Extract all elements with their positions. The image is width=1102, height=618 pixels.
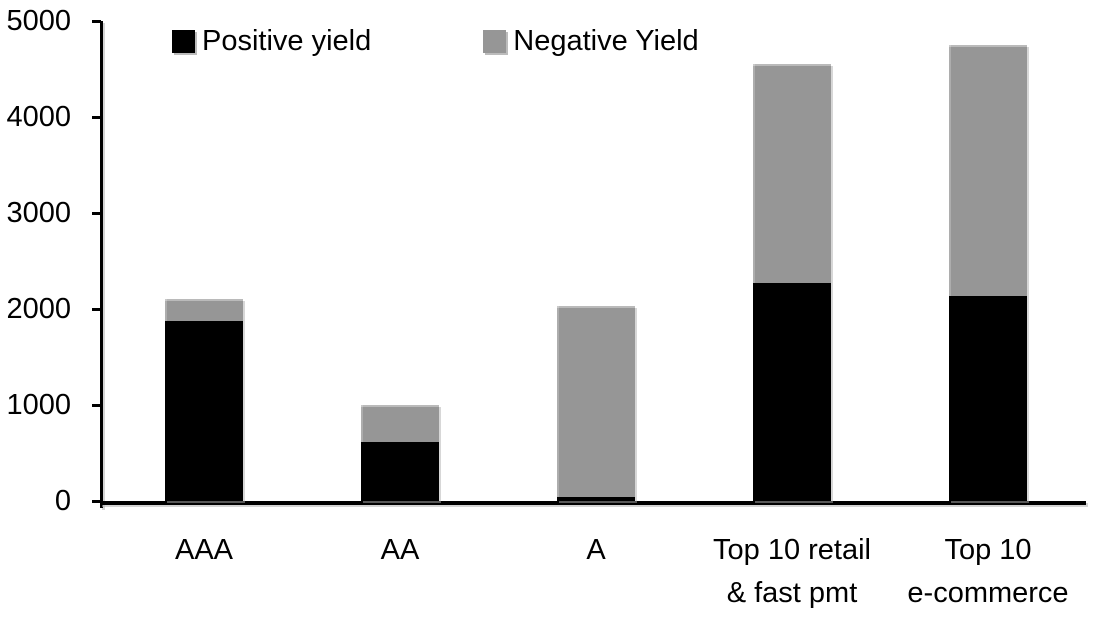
y-axis-tick [92, 20, 101, 23]
y-axis-tick [92, 308, 101, 311]
y-axis-tick [92, 116, 101, 119]
legend-item-positive-yield: Positive yield [172, 27, 371, 56]
bar-column-a [557, 306, 635, 501]
bar-segment-positive-yield [753, 283, 831, 501]
legend-label-negative-yield: Negative Yield [513, 25, 699, 57]
legend-item-negative-yield: Negative Yield [483, 25, 699, 57]
legend: Positive yield Negative Yield [172, 27, 699, 56]
x-axis-category-label: Top 10 retail & fast pmt [713, 534, 871, 609]
x-axis-category-label: A [586, 534, 606, 566]
bar-segment-positive-yield [557, 497, 635, 501]
bar-segment-negative-yield [753, 64, 831, 283]
bar-column-aa [361, 405, 439, 501]
y-axis-tick-label: 3000 [6, 197, 71, 229]
bar-column-aaa [165, 299, 243, 501]
y-axis-tick [92, 212, 101, 215]
positive-yield-swatch-icon [172, 30, 195, 53]
y-axis-tick [92, 404, 101, 407]
y-axis-line [100, 21, 103, 508]
bar-segment-negative-yield [557, 306, 635, 497]
x-axis-category-label: AAA [174, 534, 234, 566]
bar-segment-negative-yield [165, 299, 243, 321]
bar-column-top-10-e-commerce [949, 45, 1027, 501]
negative-yield-swatch-icon [483, 30, 507, 53]
x-axis-line [100, 501, 1086, 505]
bar-segment-positive-yield [165, 321, 243, 501]
x-axis-category-label: Top 10 e-commerce [907, 534, 1069, 609]
y-axis-tick [92, 500, 101, 503]
y-axis-tick-label: 5000 [6, 5, 71, 37]
y-axis-tick-label: 4000 [6, 101, 71, 133]
legend-label-positive-yield: Positive yield [202, 25, 372, 57]
y-axis-tick-label: 2000 [6, 293, 71, 325]
bar-segment-positive-yield [949, 296, 1027, 501]
x-axis-category-label: AA [380, 534, 420, 566]
bar-segment-negative-yield [949, 45, 1027, 296]
bar-column-top-10-retail-fast-pmt [753, 64, 831, 501]
bar-segment-negative-yield [361, 405, 439, 442]
y-axis-tick-label: 1000 [6, 389, 71, 421]
bar-segment-positive-yield [361, 442, 439, 501]
y-axis-tick-label: 0 [54, 485, 71, 517]
